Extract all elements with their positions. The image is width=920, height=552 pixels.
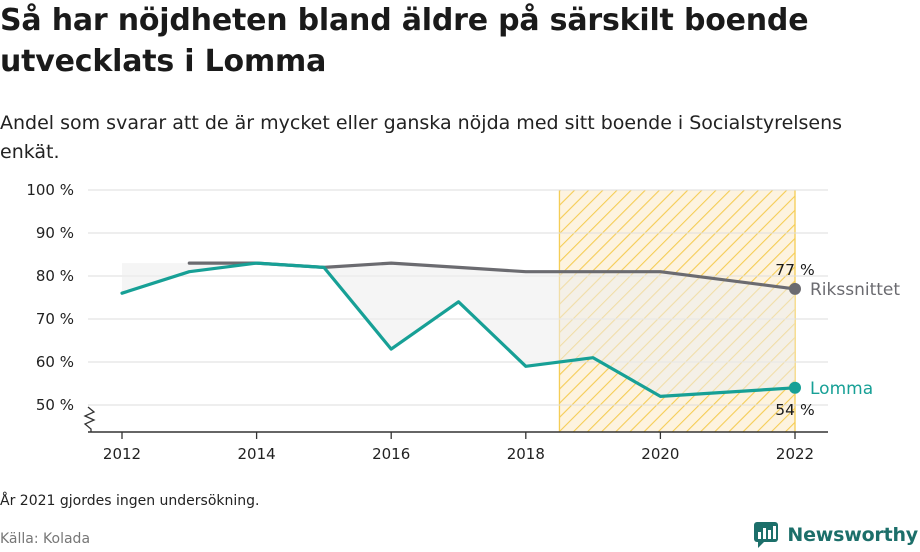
x-tick-label: 2022 — [776, 445, 814, 463]
series-label-lomma: Lomma — [810, 379, 873, 399]
y-tick-label: 90 % — [36, 224, 74, 242]
x-tick-label: 2020 — [641, 445, 679, 463]
newsworthy-logo: Newsworthy — [753, 521, 918, 549]
x-tick-label: 2016 — [372, 445, 410, 463]
end-value-label-lomma: 54 % — [775, 401, 814, 419]
footnote: År 2021 gjordes ingen undersökning. — [0, 493, 260, 509]
chart-logo-icon — [754, 522, 779, 548]
series-label-rikssnittet: Rikssnittet — [810, 280, 900, 300]
line-chart: 50 % 60 % 70 % 80 % 90 % 100 % 2012 2014 2016 201… — [26, 181, 900, 463]
x-tick-label: 2014 — [238, 445, 276, 463]
series-line-lomma — [120, 261, 797, 398]
chart-title: Så har nöjdheten bland äldre på särskilt… — [0, 3, 809, 79]
y-tick-label: 70 % — [36, 310, 74, 328]
y-tick-label: 60 % — [36, 353, 74, 371]
brand-name: Newsworthy — [787, 524, 918, 546]
chart-subtitle: Andel som svarar att de är mycket eller … — [0, 112, 843, 163]
x-tick-label: 2018 — [507, 445, 545, 463]
end-point-rikssnittet — [789, 282, 801, 295]
x-tick-label: 2012 — [103, 445, 141, 463]
y-tick-label: 50 % — [36, 396, 74, 414]
y-tick-label: 100 % — [26, 181, 74, 199]
end-point-lomma — [789, 381, 801, 394]
source-text: Källa: Kolada — [0, 531, 91, 547]
axis-break-mark — [83, 406, 96, 432]
y-tick-label: 80 % — [36, 267, 74, 285]
end-value-label-rikssnittet: 77 % — [775, 261, 814, 279]
gap-area — [122, 263, 795, 397]
